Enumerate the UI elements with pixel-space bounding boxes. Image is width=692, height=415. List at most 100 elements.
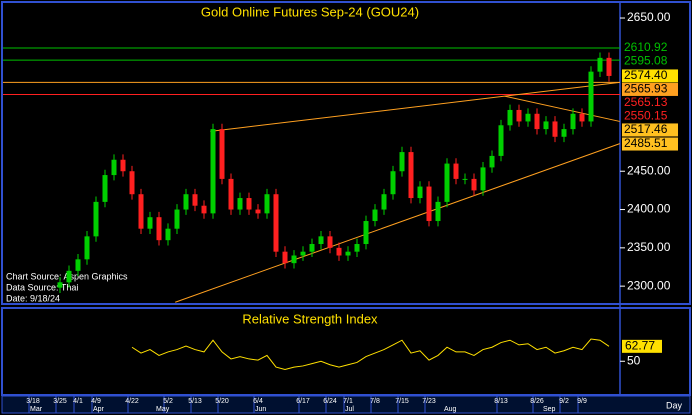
- month-label: May: [156, 406, 170, 413]
- x-tick-label: 3/25: [53, 398, 67, 405]
- y-tick-label: 2350.00: [627, 240, 671, 254]
- rsi-panel-frame: [1, 307, 691, 396]
- candle-body: [129, 171, 135, 195]
- candle-body: [498, 125, 504, 156]
- candle-body: [462, 178, 468, 180]
- candle-body: [426, 186, 432, 222]
- month-label: Aug: [444, 406, 457, 413]
- candle-body: [120, 159, 126, 172]
- candle-body: [273, 194, 279, 252]
- candle-body: [345, 251, 351, 256]
- candle-body: [516, 109, 522, 122]
- x-tick-label: 6/17: [296, 398, 310, 405]
- y-tick-label: 2300.00: [627, 278, 671, 292]
- price-panel-frame: [1, 1, 691, 305]
- source-line: Data Source: Thai: [6, 282, 78, 292]
- x-axis-label: Day: [666, 400, 683, 410]
- candle-body: [588, 71, 594, 122]
- candle-body: [435, 201, 441, 222]
- candle-body: [300, 251, 306, 256]
- level-label: 2610.92: [624, 40, 668, 54]
- candle-body: [138, 194, 144, 229]
- candle-body: [66, 270, 72, 283]
- x-tick-label: 8/26: [530, 398, 544, 405]
- candle-body: [525, 113, 531, 122]
- date-axis: [1, 395, 691, 414]
- candle-body: [219, 129, 225, 179]
- candle-body: [354, 244, 360, 252]
- level-label: 2517.46: [624, 122, 668, 136]
- x-tick-label: 7/23: [422, 398, 436, 405]
- candle-body: [570, 113, 576, 130]
- x-tick-label: 8/13: [494, 398, 508, 405]
- level-label: 2565.93: [624, 82, 668, 96]
- candle-body: [534, 113, 540, 130]
- x-tick-label: 9/2: [559, 398, 569, 405]
- candle-body: [408, 152, 414, 199]
- rsi-line: [131, 338, 610, 370]
- candle-body: [561, 129, 567, 137]
- candle-body: [192, 194, 198, 206]
- candle-body: [417, 186, 423, 199]
- candle-body: [507, 109, 513, 126]
- level-label-box: [622, 82, 678, 96]
- candle-body: [174, 209, 180, 229]
- level-label-box: [622, 69, 678, 83]
- x-tick-label: 4/1: [73, 398, 83, 405]
- level-label: 2574.40: [624, 68, 668, 82]
- rsi-title: Relative Strength Index: [242, 311, 378, 326]
- candle-body: [390, 171, 396, 195]
- candle-body: [75, 259, 81, 271]
- rsi-tick-label: 50: [627, 353, 641, 367]
- x-tick-label: 5/20: [215, 398, 229, 405]
- x-tick-label: 5/2: [163, 398, 173, 405]
- candle-body: [552, 121, 558, 137]
- x-tick-label: 7/1: [343, 398, 353, 405]
- x-tick-label: 9/9: [577, 398, 587, 405]
- candle-body: [381, 194, 387, 210]
- candle-body: [246, 198, 252, 210]
- candle-body: [363, 221, 369, 245]
- month-label: Mar: [30, 406, 43, 413]
- candle-body: [489, 155, 495, 168]
- month-label: Apr: [93, 406, 105, 413]
- trendline: [504, 95, 620, 122]
- candle-body: [471, 178, 477, 191]
- rsi-value-label: 62.77: [625, 339, 655, 353]
- x-tick-label: 4/22: [125, 398, 139, 405]
- candle-body: [309, 244, 315, 252]
- candle-body: [282, 251, 288, 264]
- source-line: Date: 9/18/24: [6, 293, 60, 303]
- candle-body: [543, 121, 549, 130]
- y-tick-label: 2400.00: [627, 202, 671, 216]
- candle-body: [228, 178, 234, 210]
- candle-body: [336, 247, 342, 256]
- trendline: [175, 143, 620, 303]
- month-label: Jul: [345, 406, 354, 413]
- level-label: 2565.13: [624, 95, 668, 109]
- candle-body: [147, 217, 153, 229]
- candle-body: [480, 167, 486, 191]
- candle-body: [597, 57, 603, 72]
- month-label: Sep: [543, 406, 556, 413]
- candle-body: [606, 57, 612, 76]
- candle-body: [372, 209, 378, 222]
- candle-body: [318, 236, 324, 245]
- candle-body: [444, 163, 450, 202]
- x-tick-label: 5/13: [188, 398, 202, 405]
- level-label-box: [622, 123, 678, 137]
- candle-body: [111, 159, 117, 176]
- level-label-box: [622, 137, 678, 151]
- candle-body: [201, 205, 207, 214]
- candle-body: [579, 113, 585, 122]
- candle-body: [237, 198, 243, 210]
- y-tick-label: 2450.00: [627, 163, 671, 177]
- x-tick-label: 7/15: [395, 398, 409, 405]
- candle-body: [183, 194, 189, 210]
- trendline: [210, 81, 620, 132]
- candle-body: [93, 201, 99, 237]
- candle-body: [156, 217, 162, 241]
- rsi-value-box: [622, 339, 662, 353]
